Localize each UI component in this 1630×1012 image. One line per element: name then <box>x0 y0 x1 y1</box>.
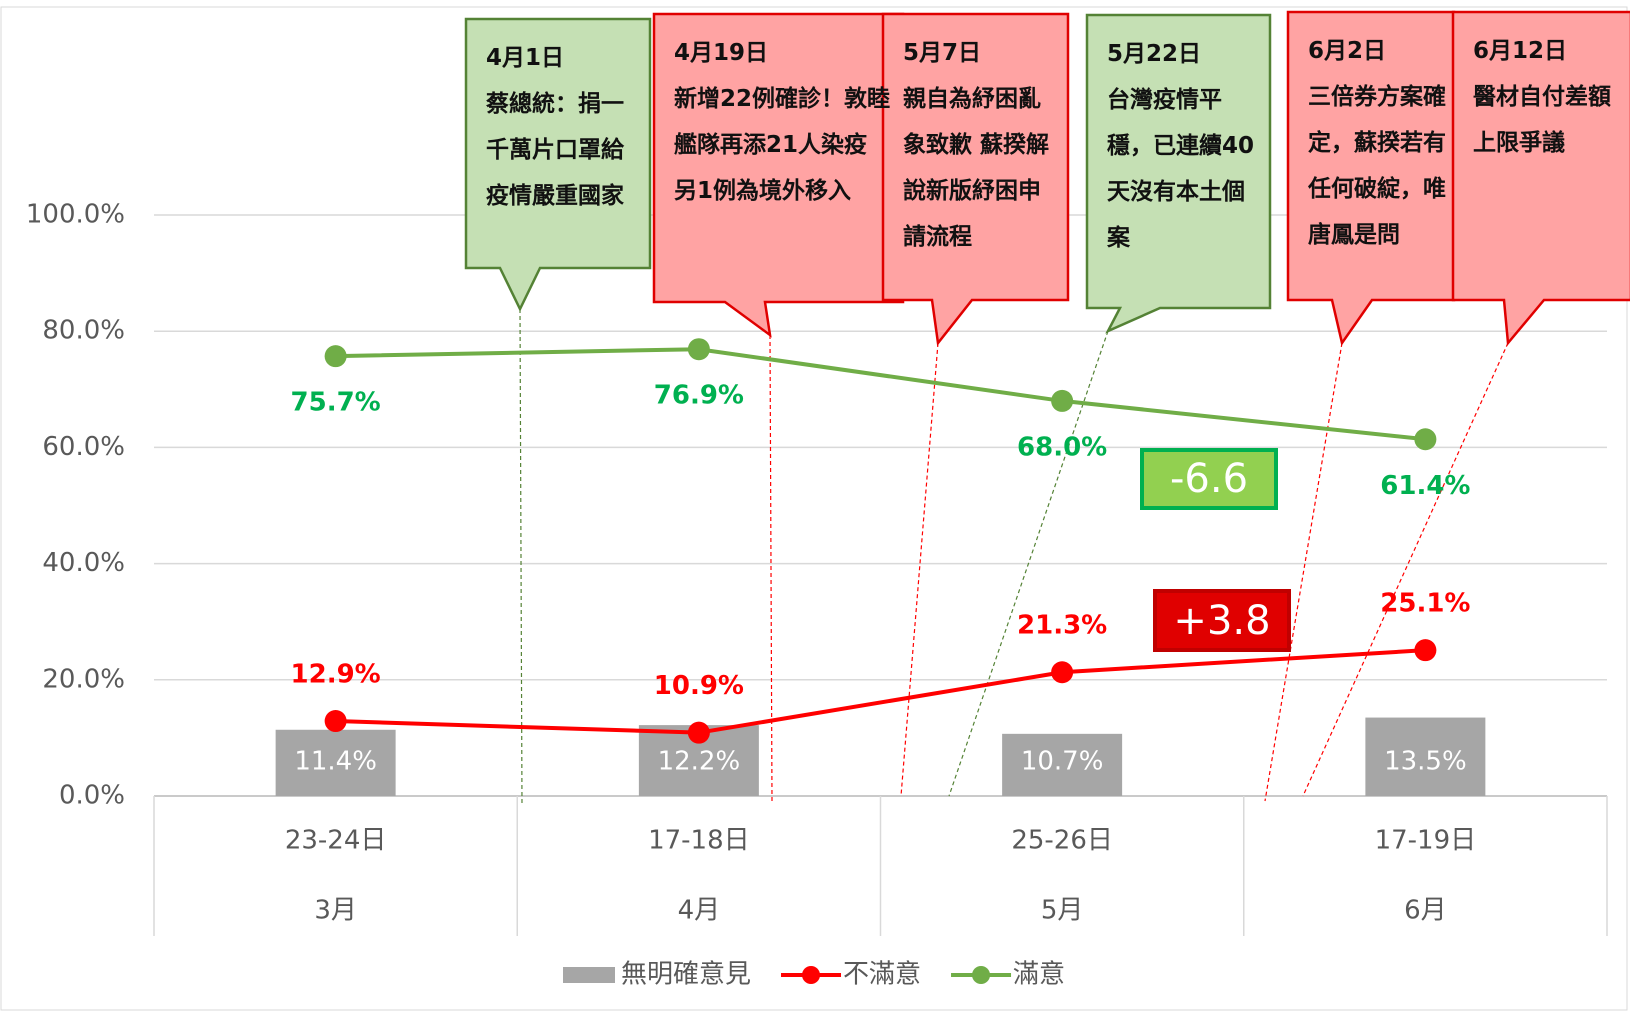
x-tick-label: 17-19日 <box>1375 826 1477 856</box>
x-tick-label: 17-18日 <box>648 826 750 856</box>
legend-label: 不滿意 <box>843 960 921 990</box>
callout-leader <box>948 330 1109 797</box>
bar-value-label: 13.5% <box>1384 747 1467 777</box>
callout-body: 醫材自付差額上限爭議 <box>1473 84 1611 156</box>
callout-box <box>881 12 1070 347</box>
bar-value-label: 10.7% <box>1021 747 1104 777</box>
x-group-label: 5月 <box>1041 896 1084 926</box>
chart-border <box>0 6 1628 1011</box>
line <box>335 347 1426 442</box>
callout-body: 新增22例確診！敦睦艦隊再添21人染疫 另1例為境外移入 <box>674 86 891 204</box>
callout-leader <box>769 334 773 802</box>
x-tick-label: 25-26日 <box>1011 826 1113 856</box>
legend-swatch <box>563 967 615 983</box>
x-group-label: 6月 <box>1404 896 1447 926</box>
line-marker <box>324 345 347 368</box>
y-tick-label: 80.0% <box>42 316 125 346</box>
legend-swatch <box>972 966 991 984</box>
line-marker <box>1051 389 1074 412</box>
x-group-label: 3月 <box>314 896 357 926</box>
delta-box: -6.6 <box>1140 448 1278 510</box>
y-tick-label: 0.0% <box>59 781 125 811</box>
callout-body: 親自為紓困亂象致歉 蘇揆解說新版紓困申請流程 <box>903 86 1050 250</box>
line-marker <box>1414 639 1437 662</box>
callout-date: 6月12日 <box>1473 38 1568 64</box>
line <box>335 648 1426 735</box>
delta-box: +3.8 <box>1153 589 1291 652</box>
y-tick-label: 20.0% <box>42 664 125 694</box>
callout-box <box>1085 13 1272 334</box>
callout-leader <box>519 308 523 807</box>
bar-value-label: 12.2% <box>658 747 741 777</box>
line-value-label: 61.4% <box>1380 471 1470 501</box>
line-value-label: 75.7% <box>291 388 381 418</box>
callout-text: 4月1日蔡總統：捐一千萬片口罩給疫情嚴重國家 <box>466 19 650 219</box>
callout-leader <box>1302 342 1509 797</box>
callout-body: 三倍券方案確定，蘇揆若有任何破綻，唯唐鳳是問 <box>1308 84 1446 248</box>
callout-text: 4月19日新增22例確診！敦睦艦隊再添21人染疫 另1例為境外移入 <box>654 14 903 214</box>
line-value-label: 25.1% <box>1380 589 1470 619</box>
y-tick-label: 60.0% <box>42 432 125 462</box>
callout-date: 5月22日 <box>1107 41 1202 67</box>
callout-box <box>1451 10 1630 347</box>
callout-date: 4月19日 <box>674 40 769 66</box>
line-value-label: 12.9% <box>291 660 381 690</box>
callout-text: 6月12日醫材自付差額上限爭議 <box>1453 12 1630 166</box>
line-marker <box>1051 661 1074 684</box>
callout-date: 5月7日 <box>903 40 982 66</box>
x-group-label: 4月 <box>678 896 721 926</box>
bar <box>1002 733 1123 796</box>
line-value-label: 10.9% <box>654 671 744 701</box>
bar <box>275 729 396 796</box>
line-marker <box>687 721 710 744</box>
line-marker <box>1414 428 1437 451</box>
line-value-label: 68.0% <box>1017 432 1107 462</box>
line-value-label: 76.9% <box>654 381 744 411</box>
y-tick-label: 40.0% <box>42 548 125 578</box>
callout-date: 4月1日 <box>486 45 565 71</box>
callout-body: 蔡總統：捐一千萬片口罩給疫情嚴重國家 <box>486 91 624 209</box>
callout-leader <box>1264 342 1343 802</box>
line-marker <box>324 710 347 733</box>
bar <box>1365 717 1486 796</box>
callout-text: 6月2日三倍券方案確定，蘇揆若有任何破綻，唯唐鳳是問 <box>1288 12 1454 258</box>
callout-leader <box>900 342 939 797</box>
callout-body: 台灣疫情平穩，已連續40天沒有本土個案 <box>1107 87 1255 251</box>
callout-box <box>464 17 652 312</box>
callout-date: 6月2日 <box>1308 38 1387 64</box>
legend-label: 滿意 <box>1013 960 1065 990</box>
y-tick-label: 100.0% <box>26 200 125 230</box>
x-tick-label: 23-24日 <box>285 826 387 856</box>
callout-text: 5月22日台灣疫情平穩，已連續40天沒有本土個案 <box>1087 15 1270 261</box>
bar-value-label: 11.4% <box>294 747 377 777</box>
line-marker <box>687 338 710 361</box>
callout-text: 5月7日親自為紓困亂象致歉 蘇揆解說新版紓困申請流程 <box>883 14 1068 260</box>
legend-swatch <box>802 966 821 984</box>
line-value-label: 21.3% <box>1017 611 1107 641</box>
legend-label: 無明確意見 <box>621 960 751 990</box>
